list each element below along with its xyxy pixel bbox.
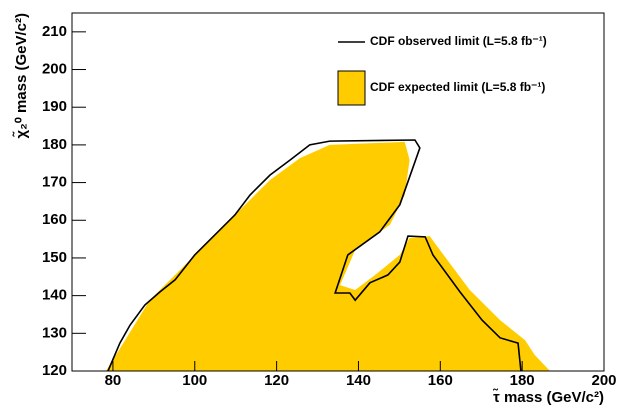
y-tick-label: 210 <box>42 23 67 40</box>
y-tick-label: 170 <box>42 174 67 191</box>
y-tick-label: 150 <box>42 249 67 266</box>
legend-label: CDF expected limit (L=5.8 fb⁻¹) <box>370 80 545 94</box>
expected-area <box>105 141 550 371</box>
y-tick-label: 130 <box>42 324 67 341</box>
legend-swatch <box>337 70 366 106</box>
y-tick-label: 140 <box>42 287 67 304</box>
x-tick-label: 80 <box>105 372 122 389</box>
x-tick-label: 200 <box>591 372 616 389</box>
x-tick-label: 100 <box>182 372 207 389</box>
legend-label: CDF observed limit (L=5.8 fb⁻¹) <box>370 34 547 48</box>
y-tick-label: 190 <box>42 98 67 115</box>
plot-frame <box>71 12 605 372</box>
x-axis-label: τ̃ mass (GeV/c²) <box>493 388 604 406</box>
y-axis-label: χ̃₂⁰ mass (GeV/c²) <box>12 13 30 139</box>
observed-line <box>107 139 522 372</box>
x-tick-label: 160 <box>428 372 453 389</box>
x-tick-label: 140 <box>346 372 371 389</box>
x-tick-label: 180 <box>510 372 535 389</box>
y-tick-label: 180 <box>42 136 67 153</box>
y-tick-label: 200 <box>42 60 67 77</box>
x-tick-label: 120 <box>264 372 289 389</box>
y-tick-label: 120 <box>42 362 67 379</box>
y-tick-label: 160 <box>42 211 67 228</box>
